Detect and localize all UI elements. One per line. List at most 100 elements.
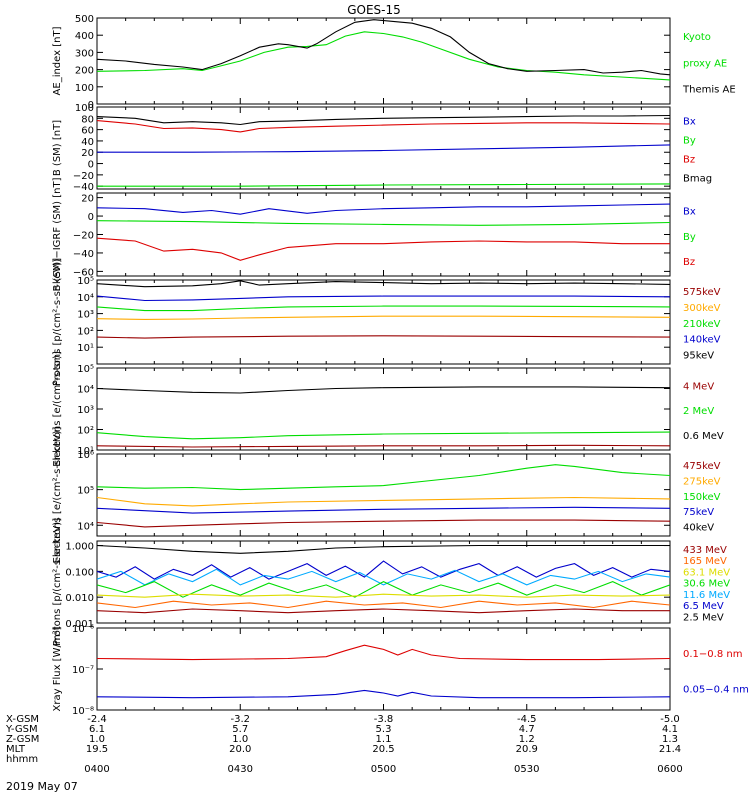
- legend-entry: 30.6 MeV: [683, 579, 730, 590]
- legend-entry: Bx: [683, 116, 696, 127]
- legend-entry: 0.05−0.4 nm: [683, 685, 749, 696]
- legend-entry: Bmag: [683, 174, 712, 185]
- legend-entry: 0.6 MeV: [683, 431, 724, 442]
- legend-entry: 11.6 MeV: [683, 590, 730, 601]
- y-gsm-value: 5.3: [376, 724, 392, 735]
- row-label: hhmm: [6, 754, 38, 765]
- series-line: [97, 580, 670, 598]
- y-tick-label: 0: [88, 212, 94, 223]
- y-tick-label: 1.000: [65, 542, 94, 553]
- series-line: [97, 444, 670, 448]
- time-value: 0400: [84, 764, 109, 775]
- row-label: X-GSM: [6, 714, 39, 725]
- y-tick-label: 10⁻⁸: [72, 706, 94, 717]
- series-line: [97, 519, 670, 528]
- mlt-value: 20.9: [516, 744, 538, 755]
- series-line: [97, 315, 670, 320]
- legend-entry: 2 MeV: [683, 406, 714, 417]
- z-gsm-value: 1.0: [89, 734, 105, 745]
- y-gsm-value: 4.7: [519, 724, 535, 735]
- series-line: [97, 280, 670, 288]
- series-line: [97, 305, 670, 312]
- row-label: Z-GSM: [6, 734, 39, 745]
- y-tick-label: 10³: [77, 310, 94, 321]
- legend-entry: Bz: [683, 257, 695, 268]
- legend-entry: 63.1 MeV: [683, 567, 730, 578]
- x-tick-label: -2.4: [87, 714, 107, 725]
- y-tick-label: −60: [73, 267, 94, 278]
- x-tick-label: -3.2: [230, 714, 250, 725]
- y-tick-label: 10⁶: [77, 450, 94, 461]
- series-line: [97, 237, 670, 261]
- y-tick-label: 200: [75, 66, 94, 77]
- legend-entry: 2.5 MeV: [683, 612, 724, 623]
- y-tick-label: 10³: [77, 405, 94, 416]
- y-axis-label: Protons [p/(cm²-s-sr-keV)]: [52, 518, 63, 646]
- series-line: [97, 496, 670, 507]
- series-line: [97, 568, 670, 586]
- y-tick-label: 0.001: [65, 619, 94, 630]
- y-axis-label: B (SM) [nT]: [52, 120, 63, 176]
- y-tick-label: −40: [73, 182, 94, 193]
- y-tick-label: 80: [81, 114, 94, 125]
- series-line: [97, 114, 670, 126]
- y-tick-label: 10⁻⁷: [72, 665, 94, 676]
- legend-entry: 475keV: [683, 461, 721, 472]
- legend-entry: 4 MeV: [683, 381, 714, 392]
- panel-4: 10¹ 10² 10³ 10⁴ 10⁵ Protons [p/(cm²-s-sr-keV)…: [52, 258, 721, 386]
- y-gsm-value: 6.1: [89, 724, 105, 735]
- legend-entry: 165 MeV: [683, 556, 727, 567]
- y-tick-label: 10⁴: [77, 293, 94, 304]
- y-axis-label: AE_index [nT]: [52, 26, 63, 95]
- y-axis-label: Protons [p/(cm²-s-sr-keV)]: [52, 258, 63, 386]
- y-gsm-value: 5.7: [232, 724, 248, 735]
- y-tick-label: −20: [73, 231, 94, 242]
- y-tick-label: 20: [81, 194, 94, 205]
- row-label: MLT: [6, 744, 26, 755]
- series-line: [97, 31, 670, 81]
- y-axis-label: Xray Flux [W/m²]: [52, 626, 63, 711]
- series-line: [97, 544, 670, 554]
- series-line: [97, 203, 670, 215]
- series-line: [97, 295, 670, 302]
- panel-6: 10⁴ 10⁵ 10⁶ Electrons [e/(cm²-s-sr-keV)] 475…: [52, 426, 721, 563]
- legend-entry: By: [683, 232, 696, 243]
- series-line: [97, 464, 670, 491]
- legend-entry: 433 MeV: [683, 545, 727, 556]
- panel-5: 10¹ 10² 10³ 10⁴ 10⁵ Electrons [e/(cm²-s-sr)] 4…: [52, 351, 724, 467]
- y-tick-label: 20: [81, 148, 94, 159]
- y-tick-label: 100: [75, 103, 94, 114]
- panel-3: −60 −40 −20 0 20 B (SM)−IGRF (SM) [nT] Bx By Bz: [52, 177, 696, 291]
- y-tick-label: 10⁻⁶: [72, 624, 94, 635]
- x-axis-info: -2.46.11.019.50400-3.25.71.020.00430-3.8…: [5, 714, 683, 775]
- legend-entry: 210keV: [683, 319, 721, 330]
- time-value: 0530: [514, 764, 539, 775]
- y-axis-label: Electrons [e/(cm²-s-sr)]: [52, 351, 63, 467]
- date-label: 2019 May 07: [6, 780, 78, 793]
- y-tick-label: 0.100: [65, 567, 94, 578]
- series-line: [97, 144, 670, 153]
- series-line: [97, 19, 670, 76]
- series-line: [97, 431, 670, 440]
- series-line: [97, 506, 670, 514]
- legend-entry: 6.5 MeV: [683, 601, 724, 612]
- legend-entry: By: [683, 135, 696, 146]
- series-line: [97, 120, 670, 133]
- series-line: [97, 560, 670, 580]
- y-tick-label: 10⁵: [77, 364, 94, 375]
- time-value: 0600: [657, 764, 682, 775]
- y-axis-label: B (SM)−IGRF (SM) [nT]: [52, 177, 63, 291]
- y-tick-label: 10⁴: [77, 385, 94, 396]
- series-line: [97, 689, 670, 699]
- legend-entry: 150keV: [683, 492, 721, 503]
- mlt-value: 20.0: [229, 744, 251, 755]
- series-line: [97, 644, 670, 661]
- legend-entry: 575keV: [683, 287, 721, 298]
- y-tick-label: 60: [81, 126, 94, 137]
